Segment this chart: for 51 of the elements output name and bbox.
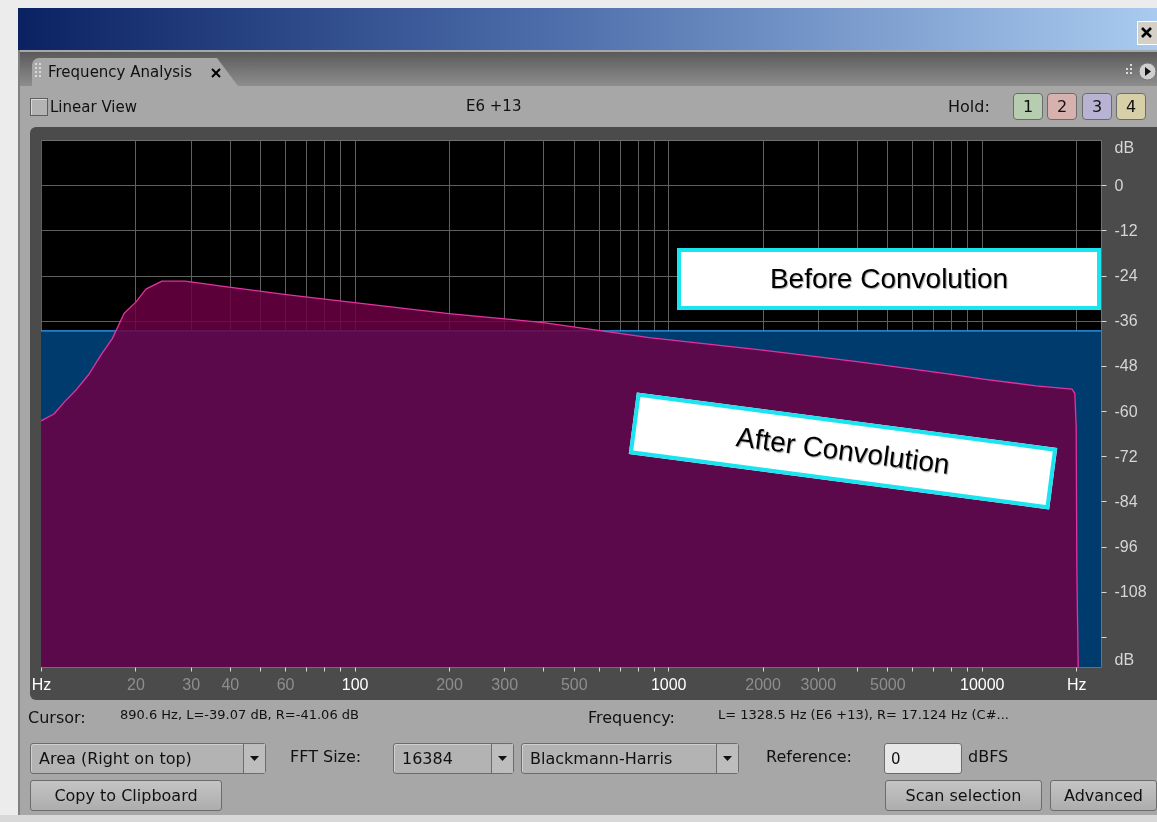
text: dBFS: [968, 746, 1009, 768]
y-tick-label: 0: [1114, 176, 1124, 194]
chart-title: Frequency Analysis: [48, 62, 193, 83]
x-tick-label: 20: [127, 675, 145, 693]
text: L= 1328.5 Hz (E6 +13), R= 17.124 Hz (C#...: [718, 706, 1009, 724]
x-tick-label: 60: [276, 675, 295, 693]
text: Frequency:: [588, 707, 675, 729]
x-tick-label: 500: [560, 675, 588, 693]
x-tick-label: 100: [341, 675, 369, 693]
x-tick-label: 30: [182, 675, 201, 693]
y-tick-label: dB: [1114, 139, 1135, 157]
y-tick-label: -12: [1114, 221, 1138, 239]
x-tick-label: Hz: [1066, 675, 1087, 693]
dropdown: Area (Right on top): [30, 743, 266, 774]
x-tick-label: Hz: [31, 675, 52, 693]
button: Advanced: [1050, 780, 1157, 811]
y-tick-label: -108: [1114, 583, 1147, 601]
x-tick-label: 10000: [960, 675, 1005, 693]
text: Cursor:: [28, 707, 86, 729]
dropdown: 16384: [393, 743, 514, 774]
text-field: 0: [884, 743, 962, 774]
series-label: Before Convolution: [769, 263, 1009, 295]
button: Copy to Clipboard: [30, 780, 222, 811]
y-tick-label: -48: [1114, 357, 1138, 375]
y-tick-label: -84: [1114, 492, 1138, 510]
text: Linear View: [50, 97, 137, 118]
x-tick-label: 1000: [650, 675, 687, 693]
y-tick-label: -24: [1114, 267, 1138, 285]
button: 4: [1116, 93, 1146, 120]
y-tick-label: -60: [1114, 402, 1138, 420]
text: Hold:: [948, 96, 990, 118]
x-tick-label: 3000: [800, 675, 837, 693]
x-tick-label: 2000: [745, 675, 781, 693]
button: Scan selection: [885, 780, 1042, 811]
button: 2: [1047, 93, 1077, 120]
x-tick-label: 200: [436, 675, 463, 693]
text: 890.6 Hz, L=-39.07 dB, R=-41.06 dB: [120, 706, 359, 724]
y-tick-label: dB: [1114, 650, 1135, 668]
y-tick-label: -36: [1114, 312, 1138, 330]
text: E6 +13: [466, 96, 522, 117]
x-tick-label: 300: [491, 675, 519, 693]
dropdown: Blackmann-Harris: [521, 743, 739, 774]
y-tick-label: -72: [1114, 447, 1138, 465]
button: 3: [1082, 93, 1112, 120]
text: FFT Size:: [290, 746, 362, 768]
text-box: Before Convolution: [677, 248, 1101, 310]
y-tick-label: -96: [1114, 538, 1138, 556]
button: 1: [1013, 93, 1043, 120]
text: Reference:: [766, 746, 852, 768]
x-tick-label: 40: [221, 675, 240, 693]
x-tick-label: 5000: [870, 675, 906, 693]
